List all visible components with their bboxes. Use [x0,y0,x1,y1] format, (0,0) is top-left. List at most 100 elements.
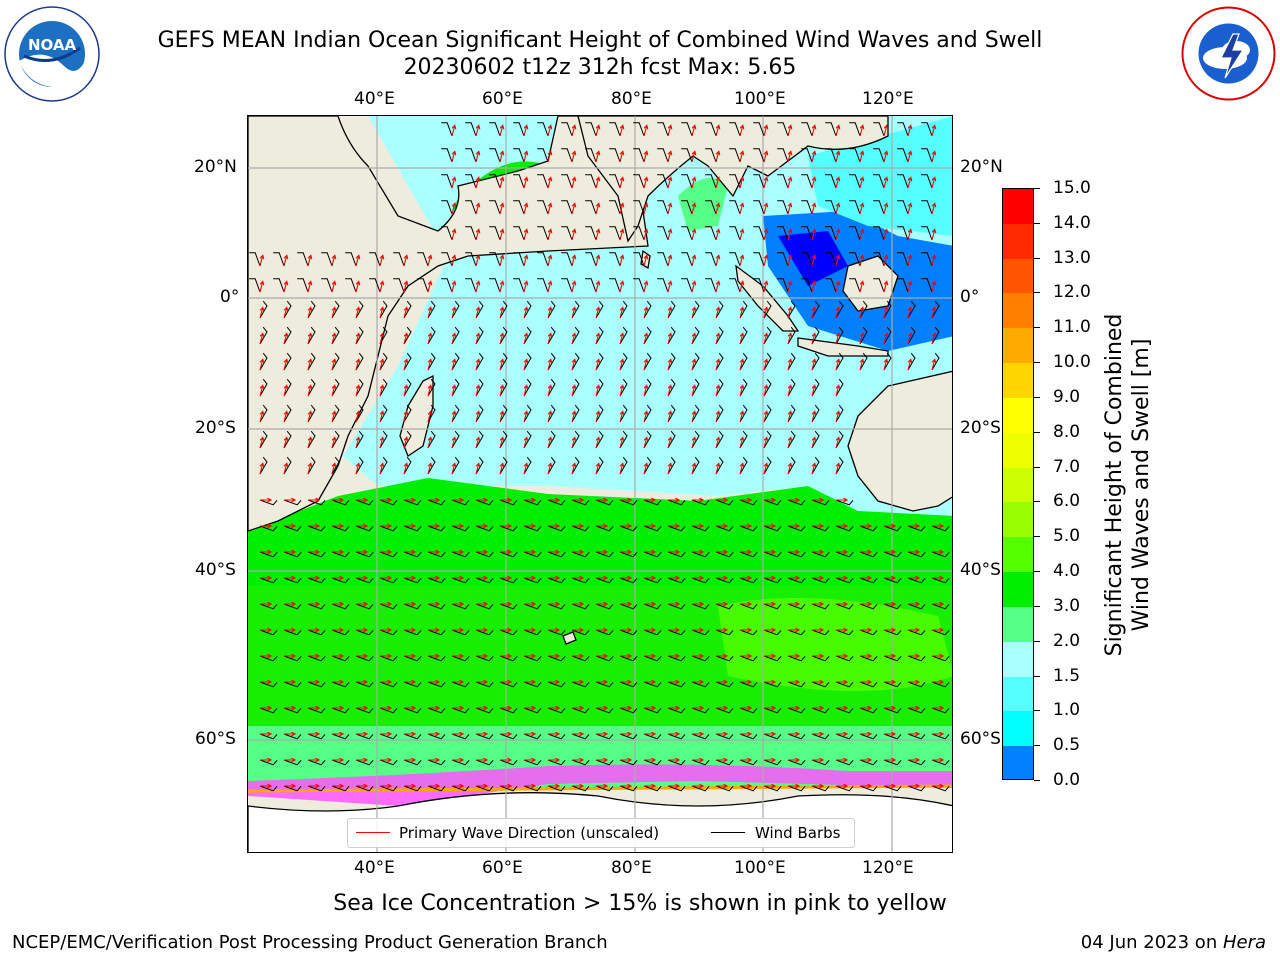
wind-barb [355,352,364,371]
wave-direction-arrow [596,497,609,503]
wind-barb [715,759,734,766]
wave-direction-arrow [620,705,633,711]
wind-barb [537,226,549,241]
wave-direction-arrow [763,124,769,137]
wave-direction-arrow [404,601,417,607]
wave-direction-arrow [716,705,729,711]
wind-barb [859,551,878,558]
wind-barb [667,733,686,740]
wave-direction-arrow [548,601,561,607]
wave-direction-arrow [787,358,793,371]
bay-of-bengal-patch [678,178,728,231]
wind-barb [619,577,638,584]
wave-direction-arrow [691,124,697,137]
wave-direction-arrow [428,705,441,711]
wind-barb [475,785,494,792]
wind-barb [787,603,806,610]
wind-barb [787,681,806,688]
wave-direction-arrow [500,731,513,737]
wind-barb [427,352,436,371]
wind-barb [609,122,621,137]
wave-direction-arrow [284,549,297,555]
wind-barb [451,681,470,688]
wave-direction-arrow [643,228,649,241]
wind-barb [739,603,758,610]
wind-barb [595,456,604,475]
wind-barb [403,551,422,558]
wind-barb [355,430,364,449]
wave-direction-arrow [595,150,601,163]
wind-barb [763,326,772,345]
wave-direction-arrow [475,332,481,345]
wind-barb [307,300,316,319]
wave-direction-arrow [643,176,649,189]
wind-barb [619,326,628,345]
wind-barb [403,456,412,475]
wind-barb [561,148,573,163]
wind-barb [753,200,765,215]
wind-barb [811,759,830,766]
wave-direction-arrow [667,124,673,137]
wind-barb [907,603,926,610]
wind-barb [681,174,693,189]
wave-direction-arrow [523,202,529,215]
wind-barb [523,378,532,397]
wind-barb [369,252,381,267]
wave-direction-arrow [812,575,825,581]
wind-barb [739,655,758,662]
wind-barb [475,707,494,714]
wind-barb [585,278,597,293]
wave-direction-arrow [283,280,289,293]
vector-layer [249,122,950,792]
wave-direction-arrow [740,679,753,685]
wind-barb [883,603,902,610]
wave-direction-arrow [643,410,649,423]
wind-barb [825,148,837,163]
wave-direction-arrow [476,575,489,581]
wind-barb [859,733,878,740]
wave-direction-arrow [740,627,753,633]
wind-barb [715,456,724,475]
wind-barb [859,603,878,610]
wind-barb [787,525,806,532]
wind-barb [331,525,350,532]
wave-direction-arrow [860,601,873,607]
wind-barb [643,551,662,558]
wave-direction-arrow [715,176,721,189]
wave-direction-arrow [355,436,361,449]
wave-direction-arrow [428,731,441,737]
wind-barb [931,655,950,662]
colorbar-tick-label: 0.5 [1053,735,1081,755]
wave-direction-arrow [740,731,753,737]
wind-barb [355,707,374,714]
wind-barb [811,456,820,475]
wave-direction-arrow [883,176,889,189]
wind-barb [931,326,940,345]
wind-barb [619,759,638,766]
wave-direction-arrow [403,436,409,449]
wave-direction-arrow [500,705,513,711]
wave-direction-arrow [907,332,913,345]
wave-direction-arrow [499,436,505,449]
wind-barb [763,733,782,740]
wave-direction-arrow [764,731,777,737]
wind-barb [499,499,518,506]
wave-direction-arrow [260,679,273,685]
wave-direction-arrow [739,358,745,371]
wave-direction-arrow [260,575,273,581]
wave-direction-arrow [860,705,873,711]
wave-direction-arrow [427,306,433,319]
wind-barb [715,603,734,610]
wave-direction-arrow [620,523,633,529]
wind-barb [475,378,484,397]
wind-barb [547,759,566,766]
wind-barb [883,352,892,371]
wave-direction-arrow [307,436,313,449]
wave-direction-arrow [860,575,873,581]
wave-direction-arrow [860,627,873,633]
wave-direction-arrow [739,254,745,267]
wave-direction-arrow [883,124,889,137]
wave-direction-arrow [284,523,297,529]
wind-barb [643,430,652,449]
wave-direction-arrow [740,757,753,763]
